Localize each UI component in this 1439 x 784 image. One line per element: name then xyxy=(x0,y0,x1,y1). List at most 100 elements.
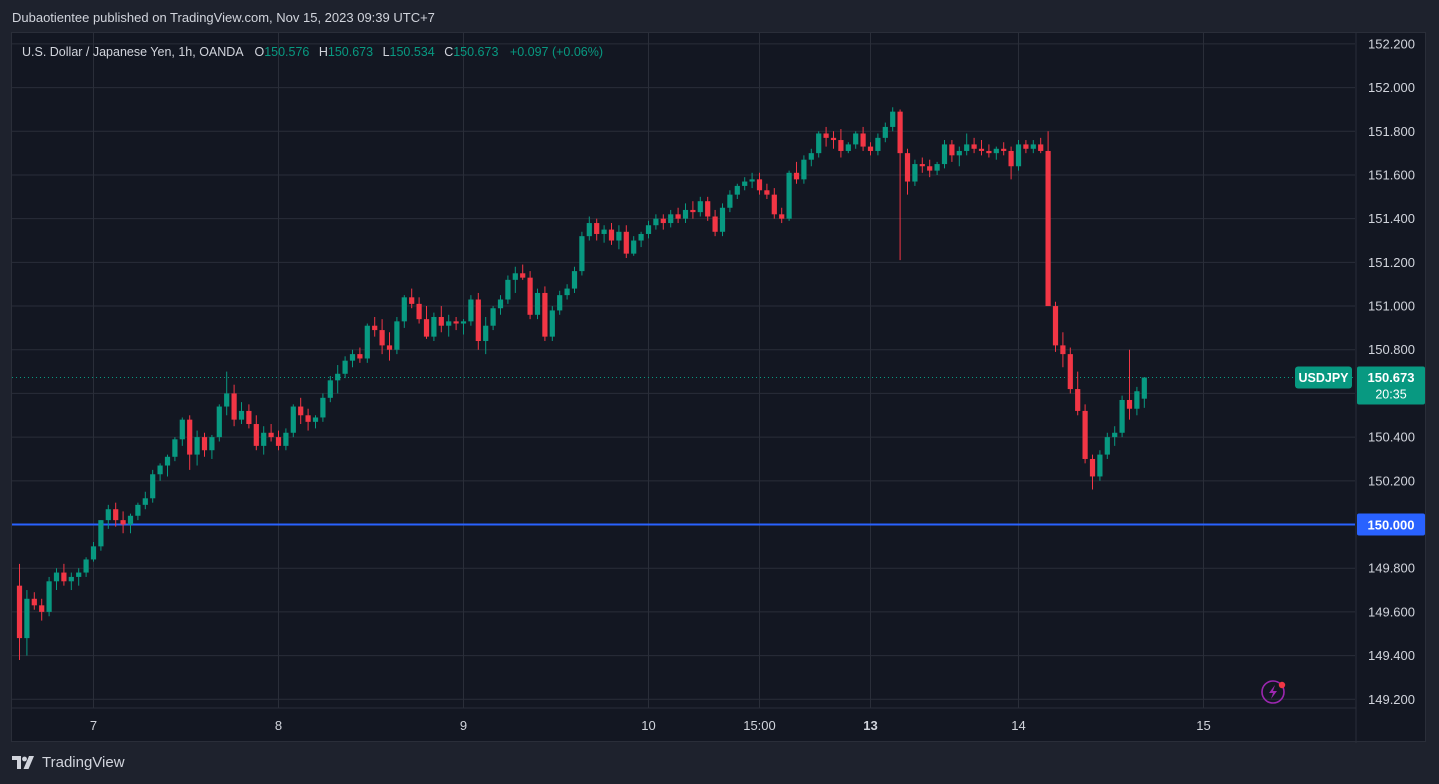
legend-change: +0.097 (+0.06%) xyxy=(510,45,603,59)
candle-body xyxy=(1082,410,1088,459)
candle-body xyxy=(16,585,23,639)
candle-body xyxy=(1119,399,1125,433)
symbol-tag xyxy=(1295,366,1352,389)
candle-body xyxy=(1097,454,1103,477)
legend-c-value: 150.673 xyxy=(453,45,498,59)
candle-body xyxy=(1038,144,1044,151)
candle-body xyxy=(431,316,437,337)
candle-body xyxy=(305,415,311,422)
candle-body xyxy=(349,354,356,361)
y-tick-label: 149.200 xyxy=(1368,692,1415,707)
candle-body xyxy=(98,520,104,547)
candle-body xyxy=(1023,144,1029,149)
candle-body xyxy=(601,229,607,234)
candle-body xyxy=(320,397,326,418)
candle-body xyxy=(231,393,237,420)
candle-body xyxy=(423,319,430,337)
candle-body xyxy=(164,456,171,466)
legend-o-value: 150.576 xyxy=(264,45,309,59)
candle-body xyxy=(1112,432,1118,438)
candle-body xyxy=(964,144,970,151)
y-tick-label: 151.400 xyxy=(1368,211,1415,226)
candle-body xyxy=(586,223,592,237)
candle-body xyxy=(201,437,208,451)
candle-body xyxy=(401,297,407,322)
candle-body xyxy=(941,144,948,165)
candle-body xyxy=(571,271,578,289)
x-tick-label: 7 xyxy=(90,718,97,733)
candle-body xyxy=(179,419,185,440)
publisher-line: Dubaotientee published on TradingView.co… xyxy=(12,10,435,25)
hline-price-tag xyxy=(1357,513,1425,536)
hline-price-label: 150.000 xyxy=(1368,518,1415,533)
y-tick-label: 150.400 xyxy=(1368,430,1415,445)
candle-body xyxy=(705,201,711,217)
footer-brand[interactable]: TradingView xyxy=(12,754,125,771)
candle-body xyxy=(882,126,888,138)
legend-h-value: 150.673 xyxy=(328,45,373,59)
y-tick-label: 151.200 xyxy=(1368,255,1415,270)
candle-body xyxy=(934,164,940,171)
candle-body xyxy=(1030,144,1036,149)
x-tick-label: 10 xyxy=(641,718,655,733)
candle-body xyxy=(1126,399,1133,409)
candle-body xyxy=(638,233,644,241)
candles-layer xyxy=(16,107,1147,660)
candle-body xyxy=(734,185,740,195)
y-tick-label: 151.600 xyxy=(1368,167,1415,182)
candle-body xyxy=(875,137,881,151)
candle-body xyxy=(949,144,955,156)
candle-body xyxy=(142,498,148,505)
candle-body xyxy=(172,439,178,457)
candle-body xyxy=(335,373,341,381)
candle-body xyxy=(475,299,481,342)
candle-body xyxy=(712,216,718,232)
y-tick-label: 149.800 xyxy=(1368,561,1415,576)
candle-body xyxy=(39,605,45,612)
candle-body xyxy=(216,406,222,438)
candle-body xyxy=(764,190,770,195)
candle-body xyxy=(76,572,82,577)
candle-body xyxy=(1141,377,1147,399)
candle-body xyxy=(157,465,163,475)
candle-body xyxy=(756,179,763,191)
candle-body xyxy=(727,194,733,208)
y-tick-label: 152.000 xyxy=(1368,80,1415,95)
candle-body xyxy=(31,598,37,606)
x-tick-label: 15:00 xyxy=(743,718,776,733)
legend-c-label: C xyxy=(444,45,453,59)
candle-body xyxy=(83,559,89,573)
candle-body xyxy=(527,277,533,315)
candle-body xyxy=(342,360,348,374)
candle-body xyxy=(150,474,156,499)
candle-body xyxy=(298,406,304,416)
candle-body xyxy=(675,214,681,219)
candle-body xyxy=(379,330,385,346)
candle-body xyxy=(845,144,851,151)
tradingview-logo-icon xyxy=(12,755,36,770)
candle-body xyxy=(616,231,622,241)
y-tick-label: 152.200 xyxy=(1368,36,1415,51)
candle-body xyxy=(290,406,296,433)
candle-body xyxy=(779,214,785,219)
candle-body xyxy=(1075,389,1081,411)
candle-body xyxy=(890,111,896,127)
candle-body xyxy=(786,172,792,219)
candle-body xyxy=(1104,437,1110,455)
chart-frame[interactable]: 152.200 152.000 151.800 151.600 151.400 151.2… xyxy=(11,32,1427,743)
candle-body xyxy=(127,515,134,525)
lightning-icon[interactable] xyxy=(1261,680,1286,704)
candle-body xyxy=(224,393,230,407)
candle-body xyxy=(209,437,215,451)
candle-body xyxy=(253,424,259,446)
candle-body xyxy=(1060,345,1066,355)
legend-h-label: H xyxy=(319,45,328,59)
candle-body xyxy=(1067,354,1073,390)
candlestick-chart[interactable]: 152.200 152.000 151.800 151.600 151.400 151.2… xyxy=(12,33,1427,743)
candle-body xyxy=(823,133,829,138)
legend-line: U.S. Dollar / Japanese Yen, 1h, OANDA O1… xyxy=(22,45,603,59)
candle-body xyxy=(697,201,703,213)
candle-body xyxy=(61,572,67,582)
candle-body xyxy=(534,292,541,315)
candle-body xyxy=(416,303,422,320)
